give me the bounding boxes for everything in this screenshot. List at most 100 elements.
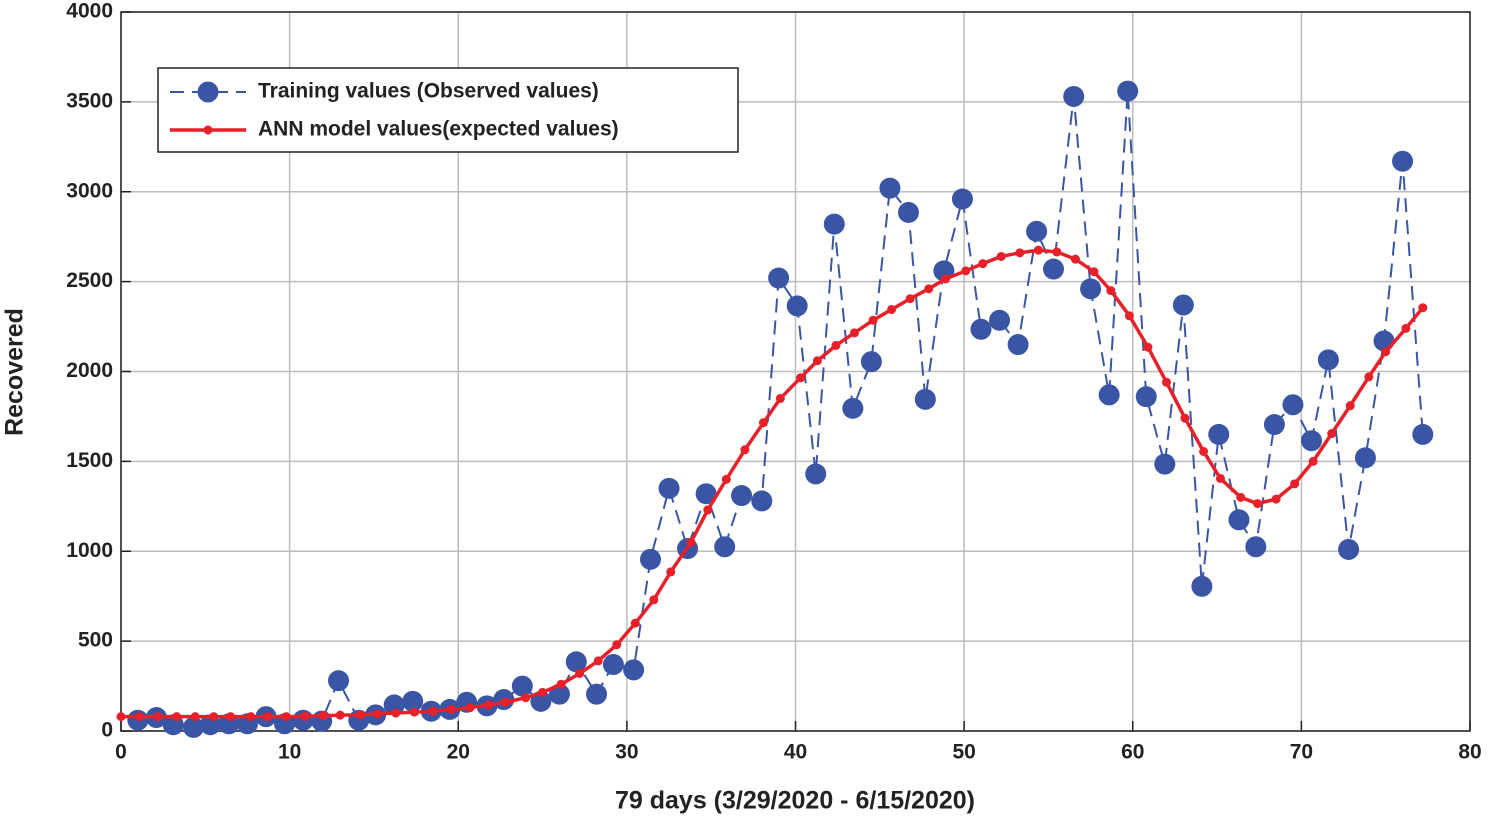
data-point (978, 259, 988, 269)
data-point (1364, 372, 1374, 382)
data-point (731, 485, 753, 507)
data-point (209, 712, 219, 722)
data-point (1282, 394, 1304, 416)
y-tick-label: 1500 (66, 449, 113, 472)
data-point (1300, 430, 1322, 452)
data-point (1026, 220, 1048, 242)
data-point (1191, 575, 1213, 597)
data-point (951, 188, 973, 210)
data-point (335, 710, 345, 720)
data-point (1106, 286, 1116, 296)
y-tick-label: 3500 (66, 89, 113, 112)
series-line (121, 248, 1425, 719)
y-tick-label: 0 (101, 719, 113, 742)
data-point (465, 703, 475, 713)
data-point (328, 670, 350, 692)
data-point (1327, 429, 1337, 439)
data-point (1117, 80, 1139, 102)
x-tick-label: 70 (1290, 741, 1313, 764)
data-point (805, 463, 827, 485)
data-point (996, 251, 1006, 261)
data-point (775, 393, 785, 403)
x-tick-label: 0 (115, 741, 127, 764)
y-axis-label: Recovered (1, 308, 29, 436)
data-point (961, 266, 971, 276)
data-point (556, 679, 566, 689)
data-point (1042, 258, 1064, 280)
data-point (897, 201, 919, 223)
x-tick-label: 80 (1458, 741, 1481, 764)
x-tick-label: 20 (447, 741, 470, 764)
data-point (1098, 384, 1120, 406)
data-point (1418, 303, 1428, 313)
data-point (1070, 254, 1080, 264)
data-point (1215, 473, 1225, 483)
data-point (1236, 492, 1246, 502)
data-point (860, 351, 882, 373)
data-point (914, 388, 936, 410)
data-point (1063, 85, 1085, 107)
data-point (1007, 334, 1029, 356)
x-tick-label: 50 (952, 741, 975, 764)
data-point (355, 710, 365, 720)
data-point (1033, 245, 1043, 255)
data-point (1228, 509, 1250, 531)
data-point (1345, 401, 1355, 411)
y-tick-label: 2500 (66, 269, 113, 292)
data-point (263, 712, 273, 722)
x-axis-label: 79 days (3/29/2020 - 6/15/2020) (615, 787, 975, 815)
data-point (1143, 342, 1153, 352)
data-point (1338, 538, 1360, 560)
data-point (565, 651, 587, 673)
data-point (593, 656, 603, 666)
x-tick-label: 30 (615, 741, 638, 764)
data-point (850, 328, 860, 338)
data-point (1263, 414, 1285, 436)
data-point (372, 709, 382, 719)
data-point (1412, 423, 1434, 445)
legend-label: ANN model values(expected values) (258, 118, 619, 141)
data-point (1401, 323, 1411, 333)
data-point (300, 711, 310, 721)
data-point (1080, 278, 1102, 300)
data-point (758, 418, 768, 428)
data-point (658, 477, 680, 499)
data-point (786, 295, 808, 317)
data-point (447, 704, 457, 714)
data-point (1172, 294, 1194, 316)
data-point (812, 356, 822, 366)
data-point (1354, 447, 1376, 469)
data-point (575, 668, 585, 678)
data-point (409, 707, 419, 717)
data-point (905, 294, 915, 304)
data-point (842, 397, 864, 419)
data-point (721, 474, 731, 484)
data-point (538, 687, 548, 697)
data-point (1381, 347, 1391, 357)
data-point (823, 213, 845, 235)
data-point (1154, 453, 1176, 475)
data-point (1180, 413, 1190, 423)
data-point (751, 490, 773, 512)
data-point (1135, 386, 1157, 408)
data-point (970, 318, 992, 340)
data-point (183, 716, 205, 738)
data-point (500, 697, 510, 707)
plot-frame (120, 11, 1471, 732)
data-point (1290, 479, 1300, 489)
data-point (1308, 456, 1318, 466)
data-point (714, 536, 736, 558)
data-point (1015, 248, 1025, 258)
data-point (630, 618, 640, 628)
data-point (686, 537, 696, 547)
data-point (135, 712, 145, 722)
data-point (281, 712, 291, 722)
data-point (612, 640, 622, 650)
data-point (623, 659, 645, 681)
x-tick-label: 60 (1121, 741, 1144, 764)
data-point (1245, 536, 1267, 558)
data-point (1253, 499, 1263, 509)
data-point (246, 712, 256, 722)
legend-marker (197, 81, 219, 103)
